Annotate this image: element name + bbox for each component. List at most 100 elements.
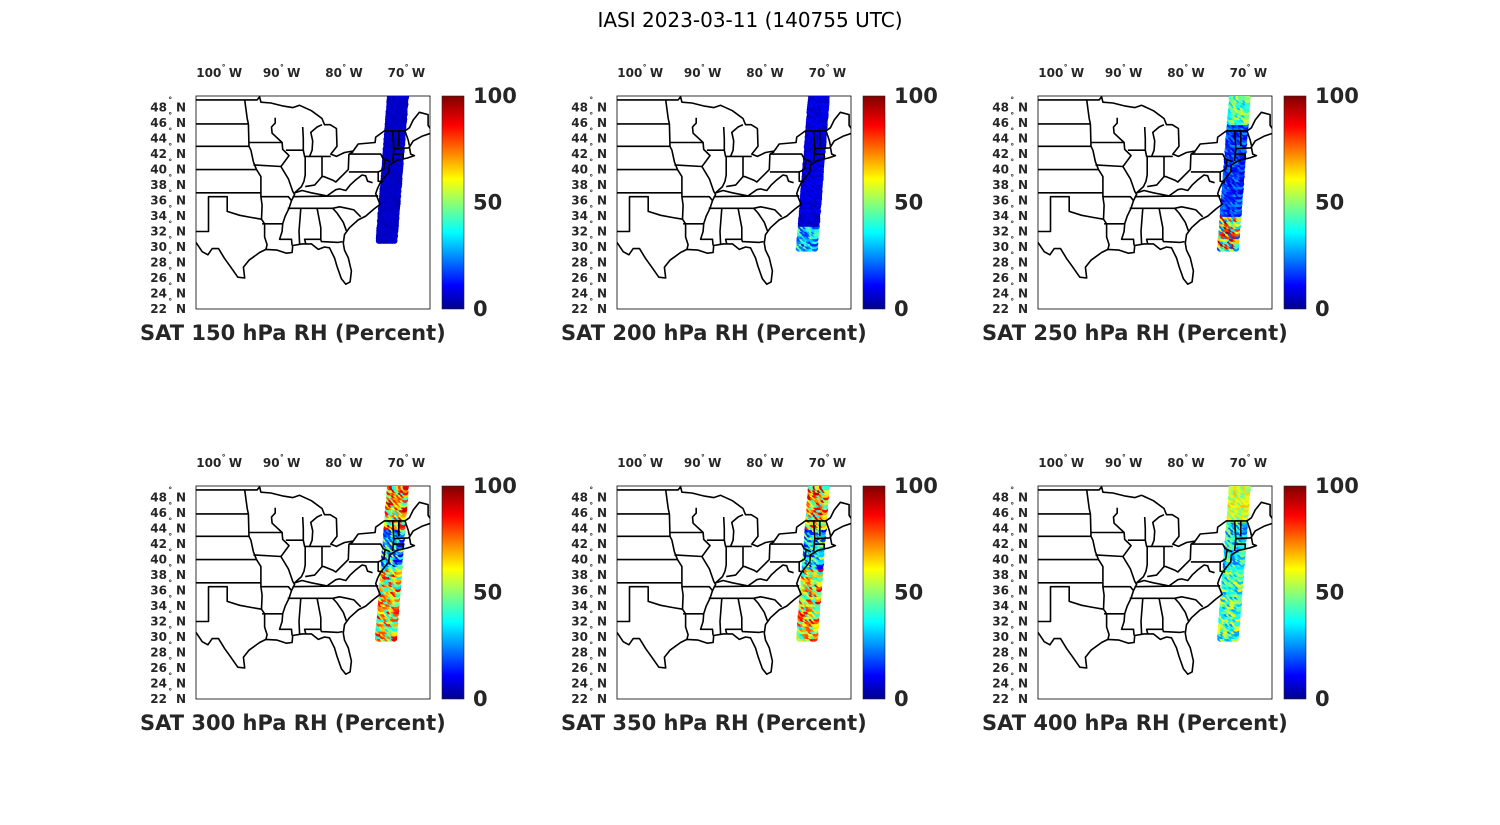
lat-tick-label: 28: [992, 646, 1009, 660]
state-boundary: [1147, 566, 1165, 578]
lat-tick-label: 40: [571, 553, 588, 567]
lat-degree-symbol: ˚: [589, 580, 594, 591]
state-boundary: [798, 561, 805, 573]
lat-hemisphere: N: [597, 147, 607, 161]
lat-tick-label: 38: [150, 178, 167, 192]
state-boundary: [664, 99, 671, 125]
state-boundary: [301, 123, 323, 158]
lat-tick-label: 46: [571, 116, 588, 130]
lat-hemisphere: N: [176, 506, 186, 520]
state-boundary: [719, 598, 723, 634]
lat-degree-symbol: ˚: [1010, 673, 1015, 684]
state-boundary: [391, 130, 395, 162]
state-boundary: [741, 629, 764, 634]
state-boundary: [196, 585, 268, 640]
state-boundary: [320, 239, 343, 244]
lat-hemisphere: N: [1018, 491, 1028, 505]
lat-hemisphere: N: [176, 302, 186, 316]
lat-tick-label: 38: [992, 568, 1009, 582]
lat-tick-label: 44: [992, 522, 1009, 536]
lat-hemisphere: N: [1018, 225, 1028, 239]
lat-degree-symbol: ˚: [589, 533, 594, 544]
lat-hemisphere: N: [597, 101, 607, 115]
lat-hemisphere: N: [597, 568, 607, 582]
state-boundary: [253, 164, 281, 168]
lat-degree-symbol: ˚: [1010, 252, 1015, 263]
state-boundary: [715, 156, 727, 194]
lat-hemisphere: N: [176, 522, 186, 536]
state-boundary: [1235, 146, 1252, 150]
lat-tick-label: 28: [150, 256, 167, 270]
state-boundary: [726, 176, 744, 188]
lat-degree-symbol: ˚: [168, 97, 173, 108]
lat-degree-symbol: ˚: [1010, 236, 1015, 247]
lat-hemisphere: N: [597, 584, 607, 598]
lat-tick-label: 24: [992, 677, 1009, 691]
lat-tick-label: 40: [571, 163, 588, 177]
lat-degree-symbol: ˚: [1010, 487, 1015, 498]
lat-hemisphere: N: [176, 225, 186, 239]
lat-degree-symbol: ˚: [589, 190, 594, 201]
lat-hemisphere: N: [1018, 302, 1028, 316]
lat-tick-label: 26: [992, 271, 1009, 285]
lat-degree-symbol: ˚: [168, 518, 173, 529]
lat-degree-symbol: ˚: [1010, 626, 1015, 637]
lat-degree-symbol: ˚: [168, 252, 173, 263]
lat-hemisphere: N: [176, 194, 186, 208]
colorbar-tick-label: 100: [1315, 84, 1359, 108]
lat-tick-label: 32: [571, 225, 588, 239]
lat-tick-label: 34: [571, 209, 588, 223]
lat-degree-symbol: ˚: [589, 128, 594, 139]
panel-title: SAT 300 hPa RH (Percent): [140, 711, 446, 735]
state-boundary: [713, 195, 800, 198]
state-boundary: [1129, 596, 1204, 608]
lat-degree-symbol: ˚: [589, 595, 594, 606]
state-boundary: [1085, 99, 1092, 125]
lat-tick-label: 36: [571, 584, 588, 598]
figure-title: IASI 2023-03-11 (140755 UTC): [597, 8, 902, 32]
state-boundary: [812, 520, 816, 552]
panel-title: SAT 250 hPa RH (Percent): [982, 321, 1288, 345]
state-boundary: [1102, 195, 1135, 202]
map-panel: 100˚ W 90˚ W 80˚ W 70˚ W48 ˚ N46 ˚ N44 ˚ N42 ˚ N40 ˚ N38 ˚…: [140, 454, 517, 735]
lat-degree-symbol: ˚: [168, 487, 173, 498]
state-boundary: [1129, 206, 1204, 218]
colorbar-tick-label: 0: [473, 687, 488, 711]
lat-tick-label: 48: [992, 491, 1009, 505]
state-boundary: [404, 520, 411, 536]
state-boundary: [674, 164, 702, 168]
state-boundary: [294, 564, 373, 587]
state-boundary: [260, 195, 293, 202]
lat-degree-symbol: ˚: [1010, 688, 1015, 699]
lat-hemisphere: N: [597, 271, 607, 285]
map-panel: 100˚ W 90˚ W 80˚ W 70˚ W48 ˚ N46 ˚ N44 ˚ N42 ˚ N40 ˚ N38 ˚…: [140, 64, 517, 345]
state-boundary: [260, 585, 293, 592]
colorbar-tick-label: 50: [473, 581, 502, 605]
colorbar: [441, 95, 465, 310]
lat-tick-label: 28: [150, 646, 167, 660]
lat-hemisphere: N: [176, 630, 186, 644]
lon-tick-label: 90˚ W: [263, 64, 300, 80]
lat-degree-symbol: ˚: [1010, 143, 1015, 154]
state-boundary: [1219, 171, 1226, 183]
state-boundary: [798, 171, 805, 183]
lat-tick-label: 30: [992, 240, 1009, 254]
lat-degree-symbol: ˚: [1010, 283, 1015, 294]
lat-tick-label: 30: [571, 630, 588, 644]
lat-tick-label: 46: [571, 506, 588, 520]
lat-tick-label: 28: [571, 256, 588, 270]
state-boundary: [270, 507, 296, 636]
state-boundary: [393, 146, 410, 150]
colorbar-tick-label: 100: [473, 84, 517, 108]
lat-hemisphere: N: [176, 147, 186, 161]
lat-degree-symbol: ˚: [168, 564, 173, 575]
lat-degree-symbol: ˚: [168, 611, 173, 622]
state-boundary: [298, 208, 302, 244]
state-boundary: [1136, 564, 1215, 587]
state-boundary: [1038, 585, 1110, 640]
lat-hemisphere: N: [597, 116, 607, 130]
lat-hemisphere: N: [176, 256, 186, 270]
lat-tick-label: 34: [150, 209, 167, 223]
state-boundary: [1145, 598, 1164, 635]
